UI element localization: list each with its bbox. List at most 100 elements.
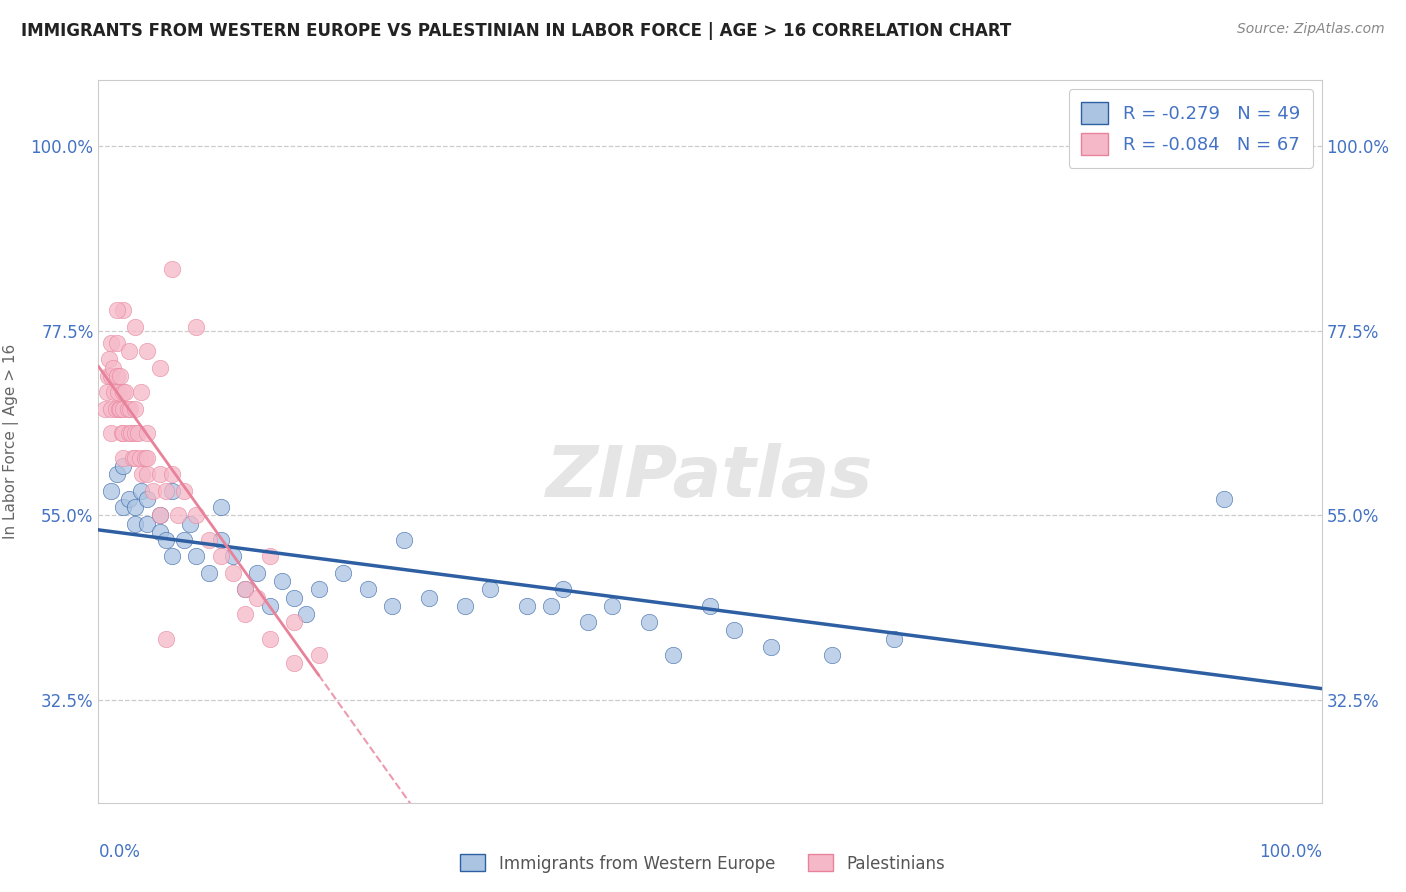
Point [270, 574, 294, 588]
Point [209, 549, 232, 564]
Point [761, 640, 783, 654]
Point [136, 491, 159, 506]
Point [173, 533, 195, 547]
Point [155, 533, 177, 547]
Text: 100.0%: 100.0% [1258, 843, 1322, 861]
Point [540, 599, 562, 613]
Point [114, 385, 136, 400]
Point [100, 483, 122, 498]
Text: 0.0%: 0.0% [98, 843, 141, 861]
Point [259, 632, 281, 646]
Point [308, 648, 330, 662]
Point [186, 549, 208, 564]
Point [96, 385, 118, 400]
Point [118, 344, 141, 359]
Point [111, 401, 134, 416]
Point [600, 599, 623, 613]
Point [111, 426, 134, 441]
Y-axis label: In Labor Force | Age > 16: In Labor Force | Age > 16 [3, 344, 20, 539]
Point [105, 467, 128, 482]
Point [155, 483, 177, 498]
Point [308, 582, 330, 597]
Point [246, 591, 269, 605]
Point [118, 491, 141, 506]
Legend: Immigrants from Western Europe, Palestinians: Immigrants from Western Europe, Palestin… [454, 847, 952, 880]
Point [259, 549, 281, 564]
Point [160, 262, 183, 277]
Point [124, 450, 146, 465]
Point [149, 508, 172, 523]
Point [1212, 491, 1234, 506]
Point [155, 632, 177, 646]
Point [515, 599, 537, 613]
Point [105, 336, 128, 351]
Point [136, 516, 159, 531]
Point [233, 582, 256, 597]
Point [392, 533, 416, 547]
Point [131, 467, 153, 482]
Point [197, 533, 219, 547]
Point [283, 657, 305, 671]
Point [136, 344, 159, 359]
Point [233, 607, 256, 621]
Point [124, 426, 146, 441]
Point [105, 303, 128, 318]
Point [295, 607, 318, 621]
Point [120, 426, 142, 441]
Point [356, 582, 378, 597]
Point [129, 483, 152, 498]
Point [107, 385, 129, 400]
Point [160, 467, 183, 482]
Point [111, 426, 134, 441]
Point [110, 368, 132, 383]
Point [120, 401, 142, 416]
Point [662, 648, 685, 662]
Point [98, 352, 121, 367]
Point [100, 368, 122, 383]
Point [136, 426, 159, 441]
Point [179, 516, 201, 531]
Point [134, 450, 156, 465]
Point [103, 385, 125, 400]
Point [105, 368, 128, 383]
Point [167, 508, 190, 523]
Text: ZIPatlas: ZIPatlas [547, 443, 873, 512]
Point [821, 648, 844, 662]
Point [332, 566, 354, 580]
Point [149, 524, 172, 539]
Point [233, 582, 256, 597]
Point [117, 401, 139, 416]
Point [124, 500, 146, 515]
Point [197, 566, 219, 580]
Point [160, 549, 183, 564]
Point [124, 516, 146, 531]
Point [222, 549, 245, 564]
Point [104, 401, 127, 416]
Point [110, 401, 132, 416]
Point [576, 615, 599, 630]
Point [111, 459, 134, 474]
Point [142, 483, 165, 498]
Legend: R = -0.279   N = 49, R = -0.084   N = 67: R = -0.279 N = 49, R = -0.084 N = 67 [1069, 89, 1313, 168]
Point [111, 450, 134, 465]
Point [246, 566, 269, 580]
Point [97, 368, 120, 383]
Point [209, 500, 232, 515]
Point [283, 591, 305, 605]
Point [93, 401, 115, 416]
Point [108, 401, 131, 416]
Point [418, 591, 440, 605]
Text: IMMIGRANTS FROM WESTERN EUROPE VS PALESTINIAN IN LABOR FORCE | AGE > 16 CORRELAT: IMMIGRANTS FROM WESTERN EUROPE VS PALEST… [21, 22, 1011, 40]
Point [124, 319, 146, 334]
Point [381, 599, 404, 613]
Point [149, 360, 172, 375]
Point [699, 599, 721, 613]
Point [124, 401, 146, 416]
Point [478, 582, 501, 597]
Point [100, 426, 122, 441]
Point [149, 508, 172, 523]
Point [283, 615, 305, 630]
Point [111, 303, 134, 318]
Point [186, 319, 208, 334]
Point [129, 450, 152, 465]
